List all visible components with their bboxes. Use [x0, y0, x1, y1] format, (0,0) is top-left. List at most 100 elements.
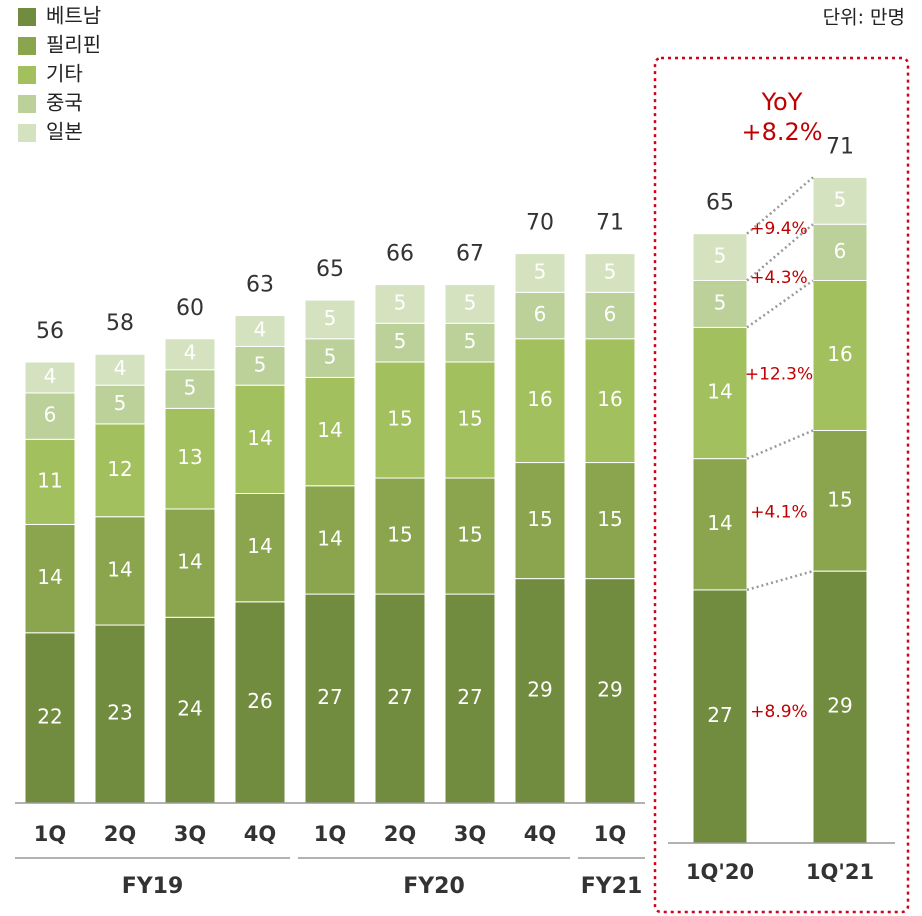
segment-label: 15: [527, 507, 552, 531]
total-label: 71: [596, 211, 624, 236]
bar-segment: [234, 315, 286, 347]
segment-label: 5: [114, 391, 127, 415]
bar-segment: [234, 384, 286, 494]
segment-label: 27: [707, 703, 732, 727]
bar-segment: [812, 280, 868, 431]
bar-segment: [374, 322, 426, 363]
connector: [746, 429, 814, 460]
segment-label: 15: [597, 507, 622, 531]
segment-label: 5: [464, 290, 477, 314]
bar-segment: [164, 338, 216, 371]
segment-label: 6: [834, 239, 847, 263]
bar-segment: [304, 593, 356, 804]
bar-segment: [444, 593, 496, 804]
bar-segment: [444, 477, 496, 595]
bar-segment: [24, 361, 76, 394]
total-label: 70: [526, 211, 554, 236]
segment-label: 4: [44, 364, 57, 388]
total-label: 66: [386, 242, 414, 267]
unit-label: 단위: 만명: [823, 7, 905, 29]
x-tick-label: 1Q: [314, 822, 346, 846]
segment-label: 11: [37, 468, 62, 492]
bar-segment: [304, 485, 356, 595]
bar-segment: [234, 493, 286, 603]
bar-segment: [514, 253, 566, 293]
segment-label: 13: [177, 445, 202, 469]
bar-segment: [444, 322, 496, 363]
segment-label: 23: [107, 701, 132, 725]
group-label: FY19: [122, 874, 184, 899]
legend-swatch: [18, 95, 36, 113]
bar-segment: [514, 462, 566, 580]
segment-label: 16: [827, 342, 852, 366]
segment-label: 6: [604, 302, 617, 326]
total-label: 65: [706, 191, 734, 216]
segment-label: 5: [604, 259, 617, 283]
bar-segment: [374, 361, 426, 479]
segment-label: 14: [247, 426, 272, 450]
bar-segment: [234, 345, 286, 386]
x-tick-label: 4Q: [244, 822, 276, 846]
segment-label: 5: [184, 376, 197, 400]
segment-label: 5: [394, 329, 407, 353]
bar-segment: [94, 353, 146, 386]
bar-segment: [514, 338, 566, 464]
segment-label: 5: [254, 352, 267, 376]
bar-segment: [812, 430, 868, 572]
segment-label: 16: [597, 387, 622, 411]
segment-label: 5: [714, 244, 727, 268]
total-label: 58: [106, 311, 134, 336]
segment-label: 15: [457, 523, 482, 547]
segment-label: 29: [597, 677, 622, 701]
segment-label: 5: [714, 290, 727, 314]
legend-label: 기타: [46, 62, 83, 86]
segment-label: 29: [827, 694, 852, 718]
bar-segment: [304, 299, 356, 340]
bar-segment: [692, 233, 748, 281]
bar-segment: [164, 508, 216, 618]
yoy-title: YoY: [761, 88, 803, 116]
bar-segment: [584, 253, 636, 293]
x-tick-label: 1Q: [34, 822, 66, 846]
segment-label: 5: [324, 306, 337, 330]
segment-label: 14: [317, 418, 342, 442]
change-label: +8.9%: [750, 702, 807, 722]
change-label: +9.4%: [750, 219, 807, 239]
total-label: 56: [36, 319, 64, 344]
legend-swatch: [18, 66, 36, 84]
segment-label: 22: [37, 704, 62, 728]
segment-label: 4: [184, 341, 197, 365]
segment-label: 14: [707, 511, 732, 535]
bar-segment: [164, 369, 216, 409]
bar-segment: [812, 176, 868, 225]
bar-segment: [304, 376, 356, 487]
segment-label: 14: [247, 534, 272, 558]
segment-label: 14: [177, 550, 202, 574]
bar-segment: [444, 361, 496, 479]
segment-label: 5: [324, 345, 337, 369]
bar-segment: [374, 593, 426, 804]
legend-swatch: [18, 124, 36, 142]
segment-label: 6: [44, 403, 57, 427]
x-tick-label: 1Q'21: [806, 860, 874, 884]
x-tick-label: 1Q'20: [686, 860, 754, 884]
bar-segment: [234, 601, 286, 804]
segment-label: 14: [317, 526, 342, 550]
x-tick-label: 3Q: [174, 822, 206, 846]
legend-label: 베트남: [46, 4, 101, 28]
x-tick-label: 1Q: [594, 822, 626, 846]
segment-label: 5: [534, 259, 547, 283]
x-tick-label: 2Q: [384, 822, 416, 846]
total-label: 71: [826, 134, 854, 159]
segment-label: 4: [254, 318, 267, 342]
bar-segment: [374, 284, 426, 324]
total-label: 67: [456, 242, 484, 267]
segment-label: 27: [387, 685, 412, 709]
bar-segment: [812, 570, 868, 844]
change-label: +12.3%: [745, 364, 813, 384]
segment-label: 16: [527, 387, 552, 411]
segment-label: 12: [107, 457, 132, 481]
bar-segment: [444, 284, 496, 324]
highlight-box: [653, 56, 910, 914]
